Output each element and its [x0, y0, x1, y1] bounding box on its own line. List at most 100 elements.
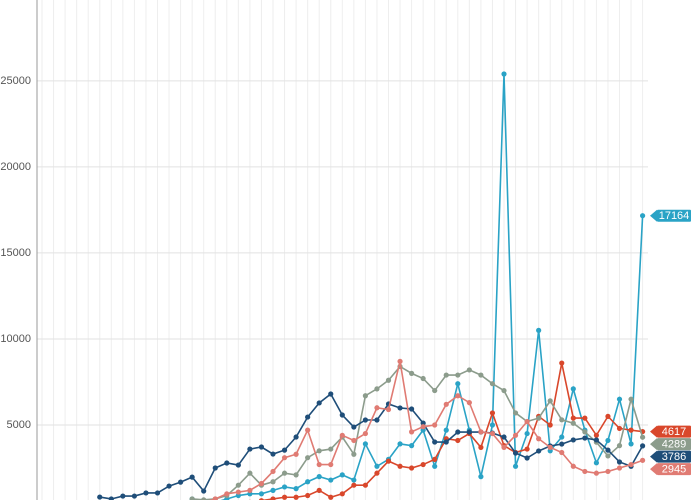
point	[362, 417, 368, 423]
point	[362, 441, 368, 447]
point	[212, 496, 218, 500]
point	[351, 482, 357, 488]
point	[293, 486, 299, 492]
point	[316, 400, 322, 406]
point	[397, 405, 403, 411]
point	[201, 497, 207, 500]
point	[640, 457, 646, 463]
point	[489, 410, 496, 416]
point	[512, 410, 519, 416]
point	[616, 425, 623, 432]
point	[432, 387, 438, 394]
point	[593, 432, 600, 438]
point	[432, 463, 438, 469]
point	[524, 455, 530, 461]
flag-pointer	[650, 438, 657, 451]
y-tick-label: 15000	[0, 247, 31, 259]
point	[443, 439, 449, 445]
point	[224, 460, 230, 466]
point	[305, 492, 311, 499]
point	[339, 491, 345, 497]
point	[570, 437, 576, 443]
point	[362, 430, 368, 437]
point	[559, 441, 565, 447]
flag-box	[657, 425, 691, 438]
point	[362, 393, 368, 399]
point	[489, 422, 496, 428]
flag-box	[657, 438, 691, 451]
point	[351, 437, 357, 444]
point	[420, 420, 426, 426]
point	[570, 415, 576, 421]
point	[143, 490, 149, 496]
point	[270, 496, 276, 500]
y-tick-label: 5000	[7, 419, 31, 431]
point	[559, 360, 565, 366]
point	[489, 381, 496, 387]
point	[385, 406, 392, 413]
point	[547, 444, 553, 450]
point	[501, 444, 507, 450]
point	[559, 434, 565, 440]
point	[409, 406, 415, 412]
point	[328, 461, 334, 468]
point	[409, 443, 415, 449]
point	[478, 429, 484, 435]
end-flag: 17164	[650, 209, 691, 222]
point	[547, 398, 553, 404]
point	[582, 415, 588, 421]
point	[593, 460, 600, 466]
point	[397, 463, 403, 469]
end-flag: 4617	[650, 425, 691, 438]
point	[131, 493, 137, 499]
point	[281, 455, 288, 461]
point	[374, 417, 380, 423]
point	[316, 461, 322, 468]
point	[328, 391, 334, 397]
point	[466, 367, 472, 373]
point	[582, 468, 588, 475]
point	[293, 472, 299, 478]
point	[328, 477, 334, 483]
point	[455, 381, 461, 387]
point	[547, 422, 553, 428]
point	[328, 446, 334, 452]
point	[212, 465, 218, 471]
point	[178, 479, 184, 485]
flag-pointer	[650, 425, 657, 438]
point	[351, 451, 357, 457]
point	[616, 396, 623, 402]
point	[582, 435, 588, 441]
point	[120, 493, 126, 499]
point	[455, 393, 461, 399]
point	[570, 463, 576, 469]
end-value-label: 4617	[662, 426, 686, 438]
flag-box	[657, 450, 691, 463]
flag-pointer	[650, 450, 657, 463]
point	[478, 372, 484, 378]
point	[640, 443, 646, 449]
point	[582, 429, 588, 435]
end-value-label: 4289	[662, 438, 686, 450]
point	[605, 437, 611, 444]
point	[420, 424, 426, 430]
point	[281, 484, 288, 490]
point	[455, 372, 461, 378]
point	[409, 465, 415, 471]
point	[443, 401, 449, 407]
series-line	[192, 73, 644, 500]
point	[351, 424, 357, 430]
point	[270, 487, 276, 493]
point	[189, 496, 195, 500]
point	[374, 405, 380, 411]
point	[409, 370, 415, 376]
end-value-label: 17164	[659, 210, 690, 222]
point	[605, 453, 611, 459]
point	[524, 418, 530, 425]
point	[281, 447, 288, 453]
point	[385, 377, 392, 383]
series-line	[192, 365, 644, 500]
point	[397, 441, 403, 447]
point	[305, 479, 311, 485]
point	[501, 387, 507, 394]
